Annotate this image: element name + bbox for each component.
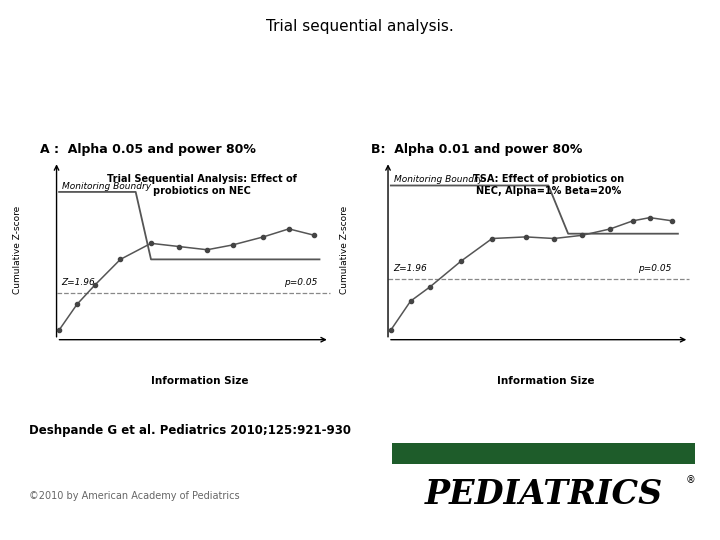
- Text: B:  Alpha 0.01 and power 80%: B: Alpha 0.01 and power 80%: [371, 143, 582, 156]
- Text: ©2010 by American Academy of Pediatrics: ©2010 by American Academy of Pediatrics: [29, 491, 240, 502]
- Text: Trial sequential analysis.: Trial sequential analysis.: [266, 19, 454, 34]
- Text: PEDIATRICS: PEDIATRICS: [425, 478, 662, 511]
- Bar: [392, 443, 695, 463]
- Text: Monitoring Boundry: Monitoring Boundry: [394, 176, 483, 184]
- Text: Trial Sequential Analysis: Effect of
probiotics on NEC: Trial Sequential Analysis: Effect of pro…: [107, 174, 297, 196]
- Text: Information Size: Information Size: [151, 376, 249, 387]
- Text: Cumulative Z-score: Cumulative Z-score: [13, 206, 22, 294]
- Text: A :  Alpha 0.05 and power 80%: A : Alpha 0.05 and power 80%: [40, 143, 256, 156]
- Text: Deshpande G et al. Pediatrics 2010;125:921-930: Deshpande G et al. Pediatrics 2010;125:9…: [29, 424, 351, 437]
- Text: Z=1.96: Z=1.96: [62, 278, 96, 287]
- Text: TSA: Effect of probiotics on
NEC, Alpha=1% Beta=20%: TSA: Effect of probiotics on NEC, Alpha=…: [473, 174, 624, 196]
- Text: Z=1.96: Z=1.96: [394, 264, 428, 273]
- Text: Cumulative Z-score: Cumulative Z-score: [341, 206, 349, 294]
- Text: Information Size: Information Size: [498, 376, 595, 387]
- Text: p=0.05: p=0.05: [284, 278, 317, 287]
- Text: Monitoring Boundry: Monitoring Boundry: [62, 182, 150, 191]
- Text: p=0.05: p=0.05: [639, 264, 672, 273]
- Text: ®: ®: [685, 475, 695, 485]
